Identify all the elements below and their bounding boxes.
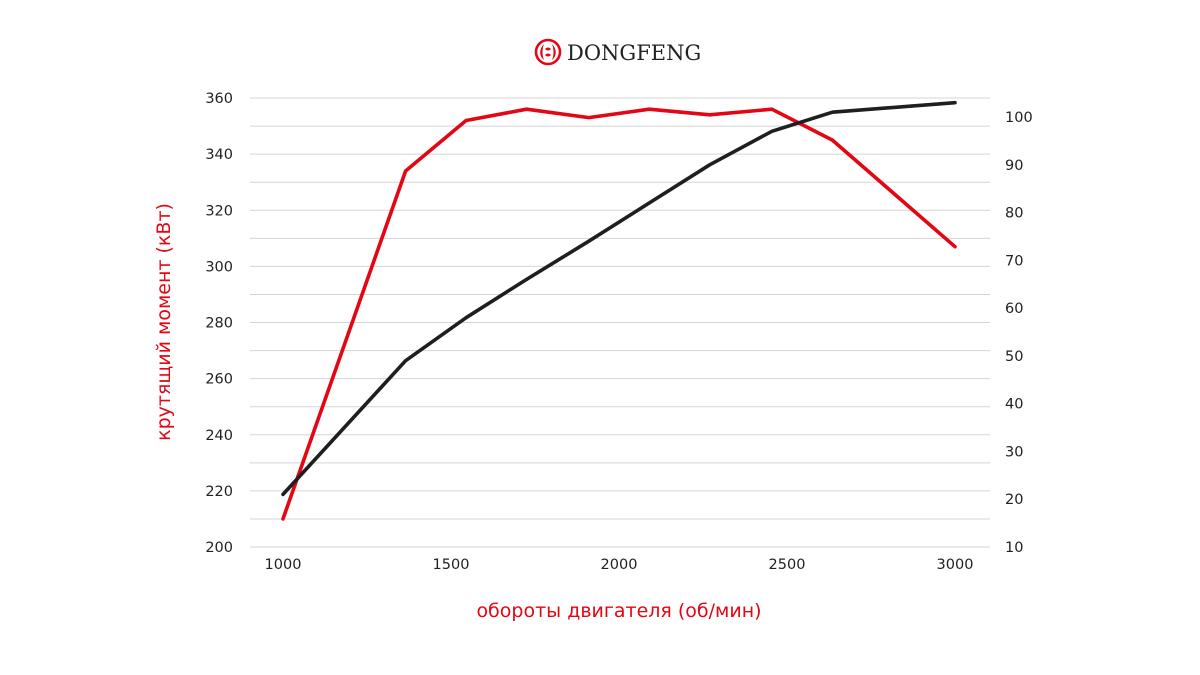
y2-tick-label: 50	[1005, 349, 1023, 365]
brand-name: DONGFENG	[567, 41, 701, 65]
y2-tick-label: 90	[1005, 158, 1023, 174]
y2-tick-label: 10	[1005, 540, 1023, 556]
y2-tick-label: 70	[1005, 253, 1023, 269]
y-tick-label: 260	[205, 372, 233, 388]
x-tick-label: 1000	[265, 557, 302, 573]
y-tick-label: 240	[205, 428, 233, 444]
y-tick-label: 220	[205, 484, 233, 500]
x-axis-ticks: 1000 1500 2000 2500 3000	[265, 557, 974, 573]
x-tick-label: 3000	[937, 557, 974, 573]
y-tick-label: 320	[205, 203, 233, 219]
y2-tick-label: 40	[1005, 397, 1023, 413]
dongfeng-logo-icon	[534, 38, 562, 66]
x-tick-label: 2000	[601, 557, 638, 573]
y-axis-left-ticks: 200 220 240 260 280 300 320 340 360	[205, 91, 233, 556]
x-tick-label: 1500	[433, 557, 470, 573]
grid	[250, 97, 990, 548]
y2-tick-label: 30	[1005, 444, 1023, 460]
y-tick-label: 340	[205, 147, 233, 163]
series-lines	[281, 100, 957, 521]
y-tick-label: 360	[205, 91, 233, 107]
y2-tick-label: 80	[1005, 206, 1023, 222]
y2-tick-label: 20	[1005, 492, 1023, 508]
y-tick-label: 200	[205, 540, 233, 556]
x-tick-label: 2500	[769, 557, 806, 573]
y2-tick-label: 100	[1005, 110, 1033, 126]
y-tick-label: 300	[205, 259, 233, 275]
y2-tick-label: 60	[1005, 301, 1023, 317]
x-axis-label: обороты двигателя (об/мин)	[476, 600, 761, 622]
y-tick-label: 280	[205, 316, 233, 332]
brand-header: DONGFENG	[534, 38, 701, 66]
power-series-line	[281, 100, 957, 497]
y-axis-label: крутящий момент (кВт)	[153, 203, 175, 441]
y-axis-right-ticks: 10 20 30 40 50 60 70 80 90 100	[1005, 110, 1033, 556]
torque-series-line	[281, 107, 957, 521]
